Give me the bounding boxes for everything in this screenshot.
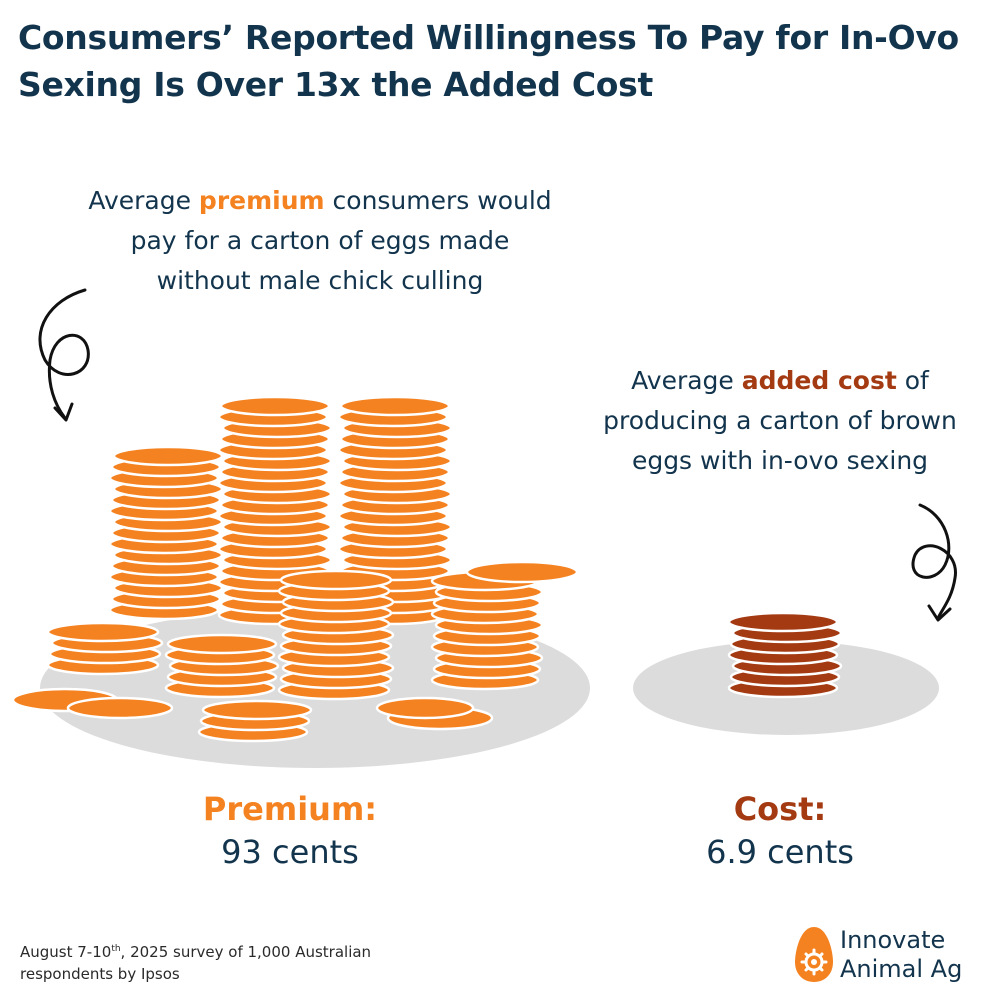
arrowhead-left-icon (53, 402, 74, 422)
premium-coin (375, 696, 475, 720)
cost-caption: Average added cost of producing a carton… (603, 366, 957, 475)
premium-coin (279, 569, 393, 591)
arrowhead-right-icon (927, 604, 952, 622)
premium-caption: Average premium consumers would pay for … (88, 186, 552, 295)
premium-amount: 93 cents (221, 833, 359, 871)
premium-coin (166, 633, 278, 655)
curly-arrow-left-icon (38, 288, 90, 420)
premium-coin (112, 445, 224, 467)
premium-coin (219, 395, 331, 417)
cost-highlight: added cost (741, 366, 897, 395)
premium-coin-pile (11, 395, 579, 743)
premium-coin (66, 696, 174, 720)
brand-logo: Innovate Animal Ag (790, 924, 990, 988)
premium-value-block: Premium: 93 cents (150, 788, 430, 874)
curly-arrow-right-icon (911, 503, 957, 620)
brand-name: Innovate Animal Ag (840, 926, 963, 983)
cost-coin (727, 611, 839, 633)
premium-highlight: premium (198, 186, 325, 215)
premium-label: Premium: (202, 790, 378, 828)
source-footnote: August 7-10th, 2025 survey of 1,000 Aust… (20, 943, 372, 983)
premium-coin (465, 560, 579, 584)
egg-logo-icon (795, 927, 833, 982)
premium-coin (46, 621, 160, 643)
cost-value-block: Cost: 6.9 cents (660, 788, 900, 874)
premium-coin (339, 395, 451, 417)
page-title: Consumers’ Reported Willingness To Pay f… (18, 18, 959, 104)
premium-coin (201, 699, 313, 721)
cost-amount: 6.9 cents (706, 833, 854, 871)
cost-coin-stack (727, 611, 843, 699)
cost-label: Cost: (733, 790, 827, 828)
